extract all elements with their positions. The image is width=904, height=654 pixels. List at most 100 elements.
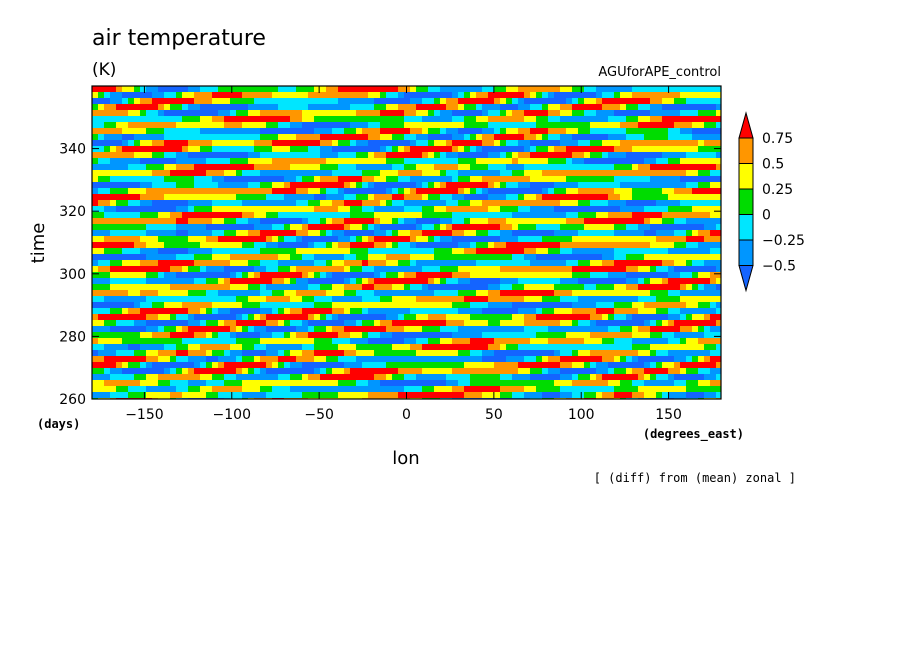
contour-cell xyxy=(422,170,441,177)
contour-cell xyxy=(464,296,489,303)
contour-cell xyxy=(206,392,219,399)
contour-cell xyxy=(98,158,111,165)
contour-cell xyxy=(224,116,291,123)
contour-cell xyxy=(146,110,159,117)
contour-cell xyxy=(206,278,219,285)
contour-cell xyxy=(212,230,225,237)
contour-cell xyxy=(644,392,657,399)
contour-cell xyxy=(134,86,141,93)
contour-cell xyxy=(608,152,627,159)
contour-cell xyxy=(626,254,645,261)
contour-cell xyxy=(656,158,669,165)
contour-cell xyxy=(368,140,411,147)
contour-cell xyxy=(374,236,411,243)
contour-cell xyxy=(650,362,657,369)
contour-cell xyxy=(698,284,705,291)
contour-cell xyxy=(92,254,147,261)
contour-cell xyxy=(434,110,441,117)
contour-cell xyxy=(182,368,189,375)
contour-cell xyxy=(164,272,177,279)
contour-cell xyxy=(632,314,669,321)
contour-cell xyxy=(536,92,543,99)
contour-cell xyxy=(314,194,327,201)
contour-cell xyxy=(518,98,525,105)
contour-cell xyxy=(500,206,519,213)
contour-cell xyxy=(260,302,315,309)
contour-cell xyxy=(296,290,327,297)
contour-cell xyxy=(302,350,315,357)
contour-cell xyxy=(692,134,721,141)
contour-cell xyxy=(344,350,357,357)
contour-cell xyxy=(110,284,171,291)
contour-cell xyxy=(218,308,231,315)
contour-cell xyxy=(524,296,543,303)
contour-cell xyxy=(332,242,339,249)
contour-cell xyxy=(320,176,339,183)
contour-cell xyxy=(410,98,423,105)
contour-cell xyxy=(524,116,537,123)
contour-cell xyxy=(296,236,303,243)
contour-cell xyxy=(452,140,483,147)
contour-cell xyxy=(434,248,453,255)
contour-cell xyxy=(476,92,489,99)
contour-cell xyxy=(206,290,219,297)
contour-cell xyxy=(572,152,585,159)
contour-cell xyxy=(632,302,645,309)
contour-cell xyxy=(488,230,501,237)
contour-cell xyxy=(614,368,627,375)
contour-cell xyxy=(512,392,525,399)
contour-cell xyxy=(104,122,117,129)
contour-cell xyxy=(140,332,153,339)
x-axis-label: lon xyxy=(392,448,419,469)
contour-cell xyxy=(692,128,721,135)
contour-cell xyxy=(554,308,573,315)
contour-cell xyxy=(110,260,123,267)
contour-cell xyxy=(404,122,465,129)
contour-cell xyxy=(248,218,261,225)
contour-cell xyxy=(374,266,423,273)
chart-title: air temperature xyxy=(92,26,266,51)
contour-cell xyxy=(374,98,411,105)
contour-cell xyxy=(104,92,111,99)
contour-cell xyxy=(116,104,159,111)
contour-cell xyxy=(596,308,615,315)
contour-cell xyxy=(206,170,225,177)
contour-cell xyxy=(452,230,465,237)
contour-cell xyxy=(572,320,579,327)
contour-cell xyxy=(158,272,165,279)
contour-cell xyxy=(650,104,663,111)
contour-cell xyxy=(560,296,579,303)
contour-cell xyxy=(686,392,705,399)
contour-cell xyxy=(686,380,699,387)
contour-cell xyxy=(668,320,675,327)
contour-cell xyxy=(410,128,423,135)
contour-cell xyxy=(110,308,123,315)
contour-cell xyxy=(536,194,543,201)
contour-cell xyxy=(464,386,501,393)
contour-cell xyxy=(470,164,489,171)
contour-cell xyxy=(668,308,681,315)
contour-cell xyxy=(524,194,537,201)
contour-cell xyxy=(374,230,387,237)
contour-cell xyxy=(236,320,267,327)
contour-cell xyxy=(476,248,525,255)
contour-cell xyxy=(110,392,129,399)
contour-cell xyxy=(674,260,687,267)
contour-cell xyxy=(482,146,525,153)
contour-cell xyxy=(182,266,189,273)
contour-cell xyxy=(188,236,207,243)
contour-cell xyxy=(266,344,303,351)
contour-cell xyxy=(104,320,117,327)
contour-cell xyxy=(242,302,261,309)
contour-cell xyxy=(476,104,483,111)
contour-cell xyxy=(446,320,465,327)
contour-cell xyxy=(710,368,721,375)
contour-cell xyxy=(578,140,591,147)
contour-cell xyxy=(92,110,129,117)
contour-cell xyxy=(296,356,315,363)
contour-cell xyxy=(560,242,651,249)
contour-cell xyxy=(704,326,711,333)
colorbar-extend-min xyxy=(738,265,754,293)
contour-cell xyxy=(404,194,423,201)
contour-cell xyxy=(92,176,99,183)
